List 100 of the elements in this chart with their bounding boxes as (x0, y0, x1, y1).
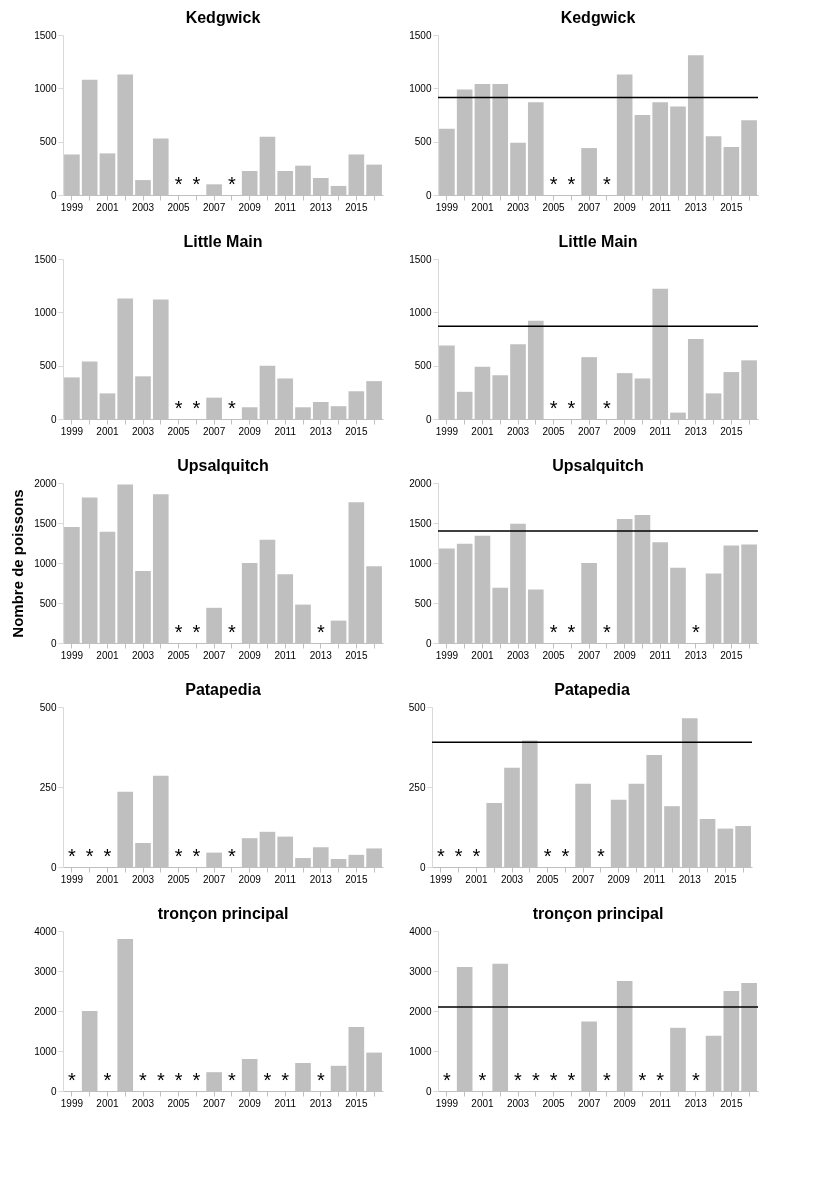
x-tick-label: 2015 (714, 873, 737, 885)
annotation: * (543, 845, 552, 867)
y-tick-label: 1000 (34, 1045, 57, 1057)
y-tick-label: 1500 (34, 253, 57, 265)
x-tick-label: 2015 (720, 1097, 743, 1109)
x-tick-label: 2013 (678, 873, 702, 885)
x-tick-label: 2009 (613, 1097, 637, 1109)
annotation: * (192, 845, 201, 867)
y-tick-label: 1500 (34, 29, 57, 41)
y-tick-label: 500 (39, 136, 57, 148)
x-tick-label: 2015 (720, 201, 743, 213)
chart-title: Kedgwick (185, 9, 261, 26)
y-tick-label: 2000 (34, 1005, 57, 1017)
y-tick-label: 0 (50, 861, 57, 873)
annotation: * (67, 845, 76, 867)
x-tick-label: 2013 (309, 649, 333, 661)
y-tick-label: 500 (408, 701, 426, 713)
x-tick-label: 2001 (471, 649, 494, 661)
x-tick-label: 2001 (471, 201, 494, 213)
chart-title: Patapedia (554, 681, 630, 698)
y-tick-label: 250 (39, 781, 57, 793)
y-tick-label: 500 (414, 136, 432, 148)
y-tick-label: 2000 (34, 477, 57, 489)
annotation: * (549, 621, 558, 643)
x-tick-label: 2011 (274, 201, 297, 213)
chart-title: Kedgwick (560, 9, 636, 26)
annotation: * (139, 1069, 148, 1091)
annotation: * (192, 621, 201, 643)
annotation: * (174, 1069, 183, 1091)
annotation: * (602, 397, 611, 419)
x-tick-label: 2003 (131, 425, 155, 437)
y-tick-label: 1500 (409, 517, 432, 529)
x-tick-label: 2003 (131, 873, 155, 885)
x-tick-label: 2005 (167, 425, 191, 437)
y-tick-label: 0 (50, 1085, 57, 1097)
y-axis-title: Nombre de poissons (9, 489, 27, 638)
annotation: * (103, 1069, 112, 1091)
x-tick-label: 2001 (96, 649, 119, 661)
y-tick-label: 0 (50, 637, 57, 649)
x-tick-label: 1999 (435, 425, 459, 437)
y-tick-label: 1500 (409, 253, 432, 265)
x-tick-label: 2007 (202, 873, 226, 885)
y-tick-label: 0 (50, 413, 57, 425)
annotation: * (156, 1069, 165, 1091)
annotation: * (174, 397, 183, 419)
annotation: * (561, 845, 570, 867)
x-tick-label: 2011 (643, 873, 666, 885)
y-tick-label: 1000 (409, 557, 432, 569)
x-tick-label: 2005 (542, 425, 566, 437)
x-tick-label: 2011 (274, 1097, 297, 1109)
y-tick-label: 1500 (409, 29, 432, 41)
chart-title: Little Main (183, 233, 263, 250)
x-tick-label: 2003 (500, 873, 524, 885)
x-tick-label: 2013 (309, 425, 333, 437)
y-tick-label: 0 (50, 189, 57, 201)
x-tick-label: 1999 (429, 873, 453, 885)
annotation: * (602, 173, 611, 195)
chart-title: Upsalquitch (552, 457, 644, 474)
x-tick-label: 2013 (684, 649, 708, 661)
x-tick-label: 1999 (60, 873, 84, 885)
annotation: * (227, 845, 236, 867)
x-tick-label: 2011 (274, 425, 297, 437)
x-tick-label: 2001 (96, 201, 119, 213)
x-tick-label: 2001 (96, 425, 119, 437)
y-tick-label: 3000 (34, 965, 57, 977)
x-tick-label: 2005 (542, 201, 566, 213)
x-tick-label: 2009 (238, 1097, 262, 1109)
annotation: * (472, 845, 481, 867)
y-tick-label: 250 (408, 781, 426, 793)
x-tick-label: 2005 (167, 873, 191, 885)
y-tick-label: 1500 (34, 517, 57, 529)
chart-title: Upsalquitch (177, 457, 269, 474)
x-tick-label: 2015 (345, 1097, 368, 1109)
x-tick-label: 2007 (202, 1097, 226, 1109)
chart-title: tronçon principal (532, 905, 664, 922)
annotation: * (549, 1069, 558, 1091)
x-tick-label: 1999 (60, 649, 84, 661)
x-tick-label: 2015 (720, 649, 743, 661)
annotation: * (531, 1069, 540, 1091)
annotation: * (454, 845, 463, 867)
y-tick-label: 4000 (409, 925, 432, 937)
chart-title: tronçon principal (157, 905, 289, 922)
chart-title: Patapedia (185, 681, 261, 698)
annotation: * (691, 1069, 700, 1091)
x-tick-label: 2015 (345, 425, 368, 437)
x-tick-label: 2005 (167, 201, 191, 213)
x-tick-label: 2013 (684, 201, 708, 213)
x-tick-label: 2009 (238, 425, 262, 437)
y-tick-label: 4000 (34, 925, 57, 937)
x-tick-label: 1999 (60, 425, 84, 437)
x-tick-label: 2013 (309, 1097, 333, 1109)
annotation: * (85, 845, 94, 867)
annotation: * (103, 845, 112, 867)
y-tick-label: 1000 (409, 82, 432, 94)
x-tick-label: 2005 (167, 649, 191, 661)
y-tick-label: 500 (414, 597, 432, 609)
annotation: * (567, 1069, 576, 1091)
y-tick-label: 500 (39, 701, 57, 713)
x-tick-label: 2007 (577, 201, 601, 213)
x-tick-label: 2009 (238, 201, 262, 213)
